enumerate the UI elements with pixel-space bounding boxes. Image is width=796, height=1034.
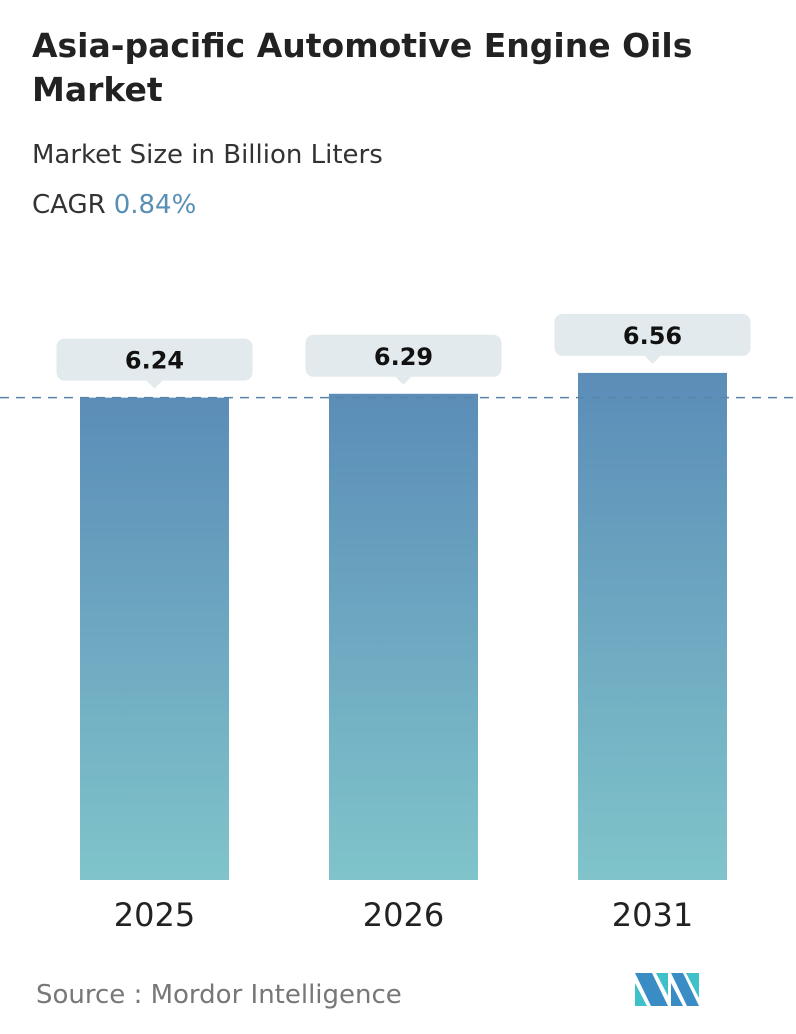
bar-2026 xyxy=(329,393,478,880)
data-label-pointer xyxy=(395,376,412,385)
data-label-box xyxy=(56,338,253,381)
bar-2025 xyxy=(80,397,229,880)
bar-2031 xyxy=(578,372,727,880)
mordor-logo-icon xyxy=(635,973,699,1006)
chart-subtitle: Market Size in Billion Liters xyxy=(32,140,383,170)
x-tick-label: 2031 xyxy=(612,896,693,934)
data-label-box xyxy=(554,313,751,356)
cagr: CAGR 0.84% xyxy=(32,190,196,220)
page-title: Asia-pacific Automotive Engine Oils Mark… xyxy=(32,26,693,109)
data-label: 6.24 xyxy=(125,347,184,375)
data-label-pointer xyxy=(644,355,661,364)
data-label-pointer xyxy=(146,380,163,389)
data-label: 6.29 xyxy=(374,343,433,371)
x-tick-label: 2026 xyxy=(363,896,444,934)
cagr-value: 0.84% xyxy=(113,190,197,220)
data-label: 6.56 xyxy=(623,322,682,350)
cagr-label: CAGR xyxy=(32,190,106,220)
source-text: Source : Mordor Intelligence xyxy=(36,980,402,1010)
x-tick-label: 2025 xyxy=(114,896,195,934)
data-label-box xyxy=(305,334,502,377)
